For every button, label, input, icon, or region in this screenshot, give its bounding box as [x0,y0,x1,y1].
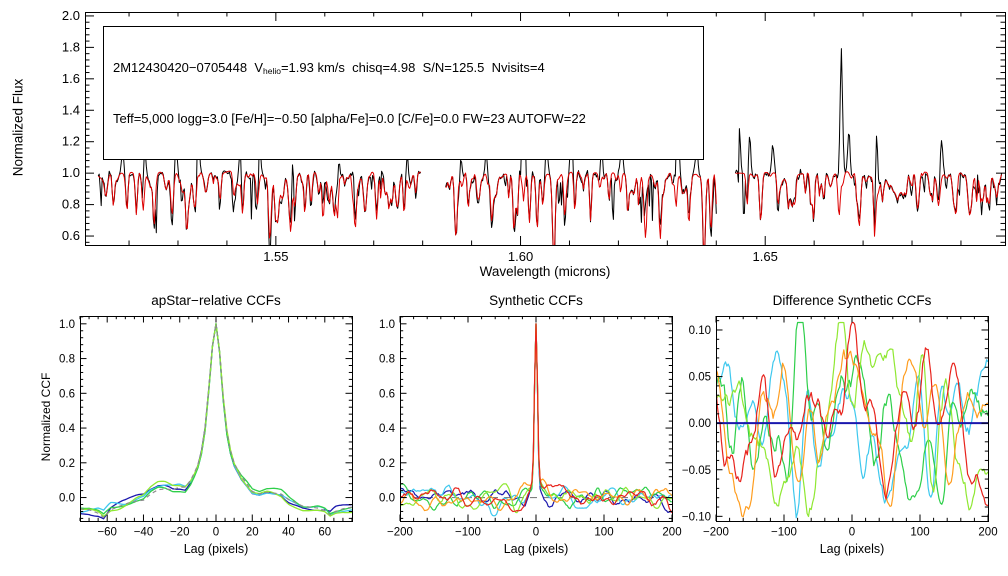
ccf-visit-line [80,323,352,515]
y-tick-label: 1.0 [59,319,75,331]
x-tick-label: 100 [910,527,929,539]
wavelength-x-axis-label: Wavelength (microns) [479,264,611,279]
star-info-box: 2M12430420−0705448 Vhelio=1.93 km/s chis… [103,26,704,160]
ccf-combined-dashed-line [80,323,352,519]
synthetic-ccf-line [400,323,672,517]
y-tick-label: 0.10 [689,325,711,337]
difference-ccf-line [716,349,988,518]
y-tick-label: 1.0 [379,319,395,331]
synthetic-fit-line [445,171,717,245]
observed-spectrum-line [734,48,1003,228]
ccf-panel1-title: apStar−relative CCFs [151,293,281,308]
x-tick-label: 40 [282,527,295,539]
synthetic-ccf-line [400,323,672,514]
x-tick-label: 200 [662,527,681,539]
y-tick-label: 0.6 [59,388,75,400]
ccf-panel2-title: Synthetic CCFs [489,293,583,308]
y-tick-label: −0.10 [682,511,711,523]
x-tick-label: 1.55 [263,249,288,264]
synthetic-ccf-line [400,323,672,514]
synthetic-ccf-line [400,323,672,511]
y-tick-label: 0.6 [62,228,80,243]
y-tick-label: 1.8 [62,39,80,54]
difference-ccf-line [716,350,988,519]
y-tick-label: 0.8 [59,354,75,366]
x-tick-label: 0 [213,527,219,539]
star-info-line2: Teff=5,000 logg=3.0 [Fe/H]=−0.50 [alpha/… [113,110,586,126]
y-tick-label: 0.8 [379,354,395,366]
spectrum-group [97,48,1003,245]
y-tick-label: 0.0 [59,493,75,505]
synthetic-fit-line [735,171,1003,237]
x-tick-label: 200 [978,527,997,539]
ccf-panel3-x-label: Lag (pixels) [819,542,885,556]
axis-frame [80,316,353,522]
vhelio-subscript: helio [263,66,281,76]
y-tick-label: −0.05 [682,465,711,477]
ccf-panel2-x-label: Lag (pixels) [503,542,569,556]
x-tick-label: 0 [533,527,539,539]
x-tick-label: 0 [849,527,855,539]
y-tick-label: 0.8 [62,197,80,212]
y-tick-label: 0.2 [59,458,75,470]
x-tick-label: 20 [246,527,259,539]
x-tick-label: 1.65 [753,249,778,264]
x-tick-label: −200 [387,527,413,539]
y-tick-label: 0.2 [379,458,395,470]
synthetic-fit-line [97,170,421,239]
y-tick-label: 1.6 [62,71,80,86]
ccf1-group [80,323,352,520]
x-tick-label: −40 [134,527,154,539]
x-tick-label: 1.60 [508,249,533,264]
ccf3-group [716,321,988,519]
star-info-line1-rest: =1.93 km/s chisq=4.98 S/N=125.5 Nvisits=… [280,60,545,75]
y-tick-label: 0.4 [379,423,396,435]
y-tick-label: 2.0 [62,8,80,23]
synthetic-ccf-line [400,323,672,512]
star-id-and-vhelio: 2M12430420−0705448 V [113,60,263,75]
ccf-visit-line [80,323,352,520]
y-tick-label: 0.6 [379,388,395,400]
x-tick-label: −100 [455,527,481,539]
y-tick-label: 0.00 [689,418,711,430]
difference-ccf-line [716,321,988,505]
x-tick-label: −200 [703,527,729,539]
ccf2-group [400,323,672,517]
flux-y-axis-label: Normalized Flux [10,78,26,177]
ccf-visit-line [80,323,352,516]
x-tick-label: −60 [97,527,117,539]
ccf-y-axis-label: Normalized CCF [39,372,53,462]
star-info-line1: 2M12430420−0705448 Vhelio=1.93 km/s chis… [113,60,697,80]
x-tick-label: −100 [771,527,797,539]
y-tick-label: 0.05 [689,372,711,384]
x-tick-label: 100 [594,527,613,539]
synthetic-ccf-line [400,323,672,514]
ccf-visit-line [80,323,352,517]
y-tick-label: 1.4 [62,102,80,117]
difference-ccf-line [716,321,988,518]
y-tick-label: 1.2 [62,134,80,149]
ccf-panel1-x-label: Lag (pixels) [183,542,249,556]
x-tick-label: −20 [170,527,190,539]
y-tick-label: 0.0 [379,493,395,505]
y-tick-label: 0.4 [59,423,76,435]
y-tick-label: 1.0 [62,165,80,180]
ccf-panel3-title: Difference Synthetic CCFs [772,293,932,308]
x-tick-label: 60 [318,527,331,539]
